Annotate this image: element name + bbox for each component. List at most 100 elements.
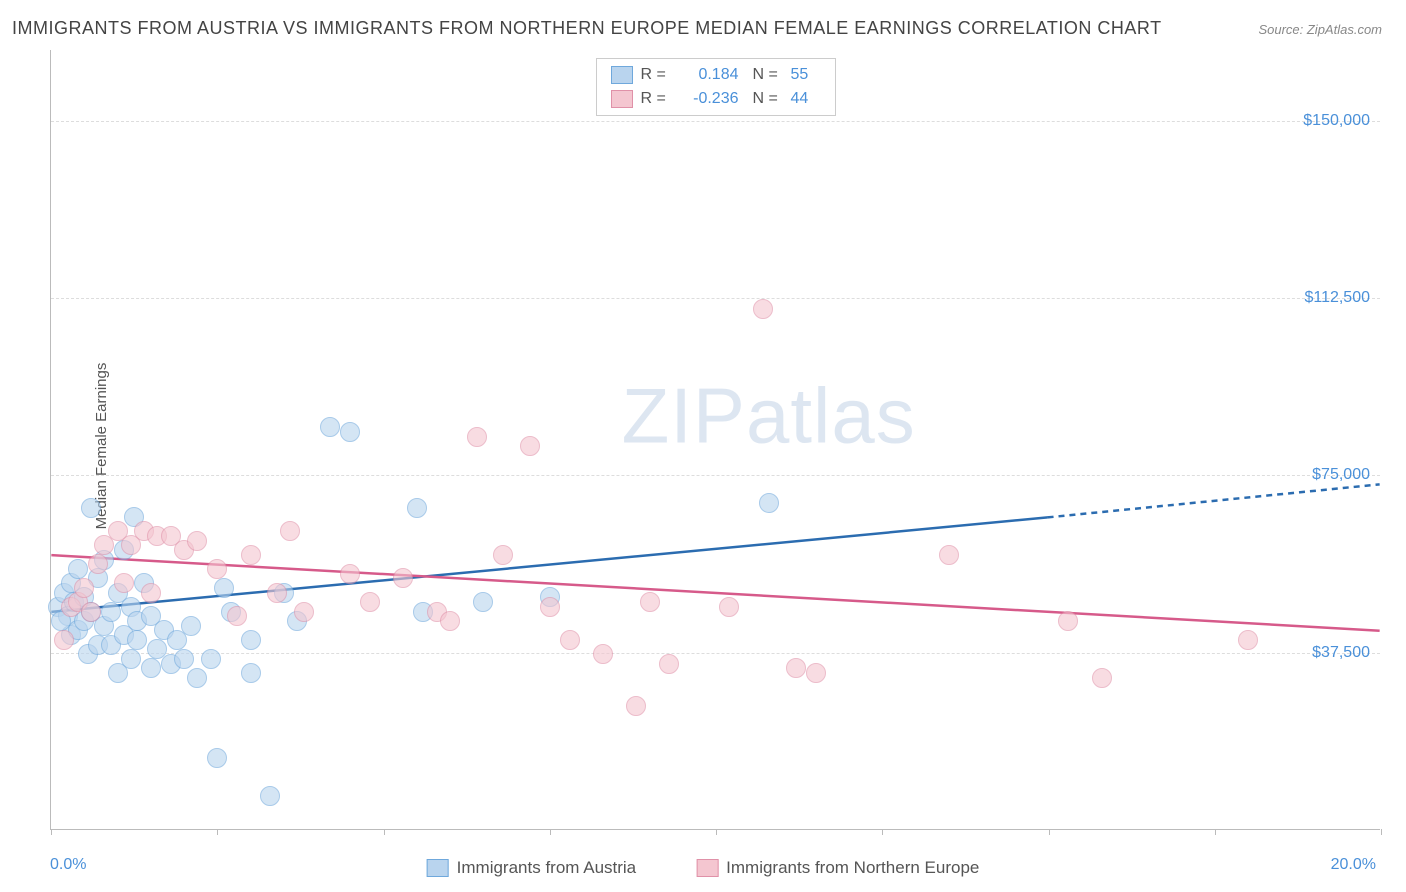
data-point: [719, 597, 739, 617]
data-point: [786, 658, 806, 678]
legend-swatch: [696, 859, 718, 877]
y-tick-label: $75,000: [1312, 466, 1370, 484]
r-label: R =: [641, 66, 671, 84]
data-point: [640, 592, 660, 612]
trend-lines-layer: [51, 50, 1380, 829]
legend-swatch: [427, 859, 449, 877]
data-point: [1058, 611, 1078, 631]
x-axis-max-label: 20.0%: [1331, 856, 1376, 874]
data-point: [939, 545, 959, 565]
data-point: [121, 649, 141, 669]
data-point: [241, 545, 261, 565]
data-point: [759, 493, 779, 513]
data-point: [540, 597, 560, 617]
data-point: [806, 663, 826, 683]
data-point: [1238, 630, 1258, 650]
legend-row: R = 0.184 N = 55: [611, 63, 821, 87]
x-axis-min-label: 0.0%: [50, 856, 86, 874]
data-point: [201, 649, 221, 669]
x-tick: [1049, 829, 1050, 835]
data-point: [81, 602, 101, 622]
gridline: [51, 121, 1380, 122]
data-point: [227, 606, 247, 626]
gridline: [51, 298, 1380, 299]
data-point: [181, 616, 201, 636]
trendline-extrapolation: [1048, 484, 1380, 517]
data-point: [141, 583, 161, 603]
x-tick: [1215, 829, 1216, 835]
data-point: [74, 578, 94, 598]
data-point: [440, 611, 460, 631]
n-label: N =: [753, 90, 783, 108]
data-point: [207, 748, 227, 768]
y-tick-label: $112,500: [1304, 289, 1370, 307]
data-point: [260, 786, 280, 806]
data-point: [560, 630, 580, 650]
data-point: [493, 545, 513, 565]
data-point: [267, 583, 287, 603]
data-point: [294, 602, 314, 622]
data-point: [241, 663, 261, 683]
legend-row: R = -0.236 N = 44: [611, 87, 821, 111]
data-point: [187, 668, 207, 688]
data-point: [340, 422, 360, 442]
series-legend: Immigrants from Austria Immigrants from …: [427, 858, 980, 878]
watermark-text: ZIPatlas: [622, 371, 916, 462]
data-point: [407, 498, 427, 518]
x-tick: [1381, 829, 1382, 835]
x-tick: [882, 829, 883, 835]
data-point: [187, 531, 207, 551]
data-point: [626, 696, 646, 716]
legend-swatch: [611, 66, 633, 84]
data-point: [127, 630, 147, 650]
data-point: [393, 568, 413, 588]
x-tick: [51, 829, 52, 835]
data-point: [141, 658, 161, 678]
chart-title: IMMIGRANTS FROM AUSTRIA VS IMMIGRANTS FR…: [12, 18, 1162, 39]
data-point: [81, 498, 101, 518]
data-point: [68, 559, 88, 579]
r-label: R =: [641, 90, 671, 108]
data-point: [214, 578, 234, 598]
data-point: [360, 592, 380, 612]
chart-plot-area: ZIPatlas R = 0.184 N = 55 R = -0.236 N =…: [50, 50, 1380, 830]
data-point: [753, 299, 773, 319]
correlation-legend: R = 0.184 N = 55 R = -0.236 N = 44: [596, 58, 836, 116]
data-point: [241, 630, 261, 650]
legend-swatch: [611, 90, 633, 108]
data-point: [1092, 668, 1112, 688]
data-point: [88, 554, 108, 574]
x-tick: [217, 829, 218, 835]
n-value: 55: [791, 66, 821, 84]
data-point: [520, 436, 540, 456]
legend-item: Immigrants from Northern Europe: [696, 858, 979, 878]
y-tick-label: $150,000: [1303, 112, 1370, 130]
x-tick: [550, 829, 551, 835]
data-point: [659, 654, 679, 674]
r-value: 0.184: [679, 66, 739, 84]
data-point: [54, 630, 74, 650]
legend-label: Immigrants from Austria: [457, 858, 637, 878]
data-point: [473, 592, 493, 612]
data-point: [280, 521, 300, 541]
data-point: [320, 417, 340, 437]
n-label: N =: [753, 66, 783, 84]
data-point: [114, 573, 134, 593]
x-tick: [384, 829, 385, 835]
data-point: [174, 649, 194, 669]
legend-item: Immigrants from Austria: [427, 858, 637, 878]
legend-label: Immigrants from Northern Europe: [726, 858, 979, 878]
trendline: [51, 555, 1379, 631]
source-attribution: Source: ZipAtlas.com: [1258, 22, 1382, 37]
data-point: [340, 564, 360, 584]
y-tick-label: $37,500: [1312, 644, 1370, 662]
x-tick: [716, 829, 717, 835]
data-point: [593, 644, 613, 664]
data-point: [101, 602, 121, 622]
data-point: [207, 559, 227, 579]
data-point: [467, 427, 487, 447]
r-value: -0.236: [679, 90, 739, 108]
n-value: 44: [791, 90, 821, 108]
gridline: [51, 475, 1380, 476]
gridline: [51, 653, 1380, 654]
